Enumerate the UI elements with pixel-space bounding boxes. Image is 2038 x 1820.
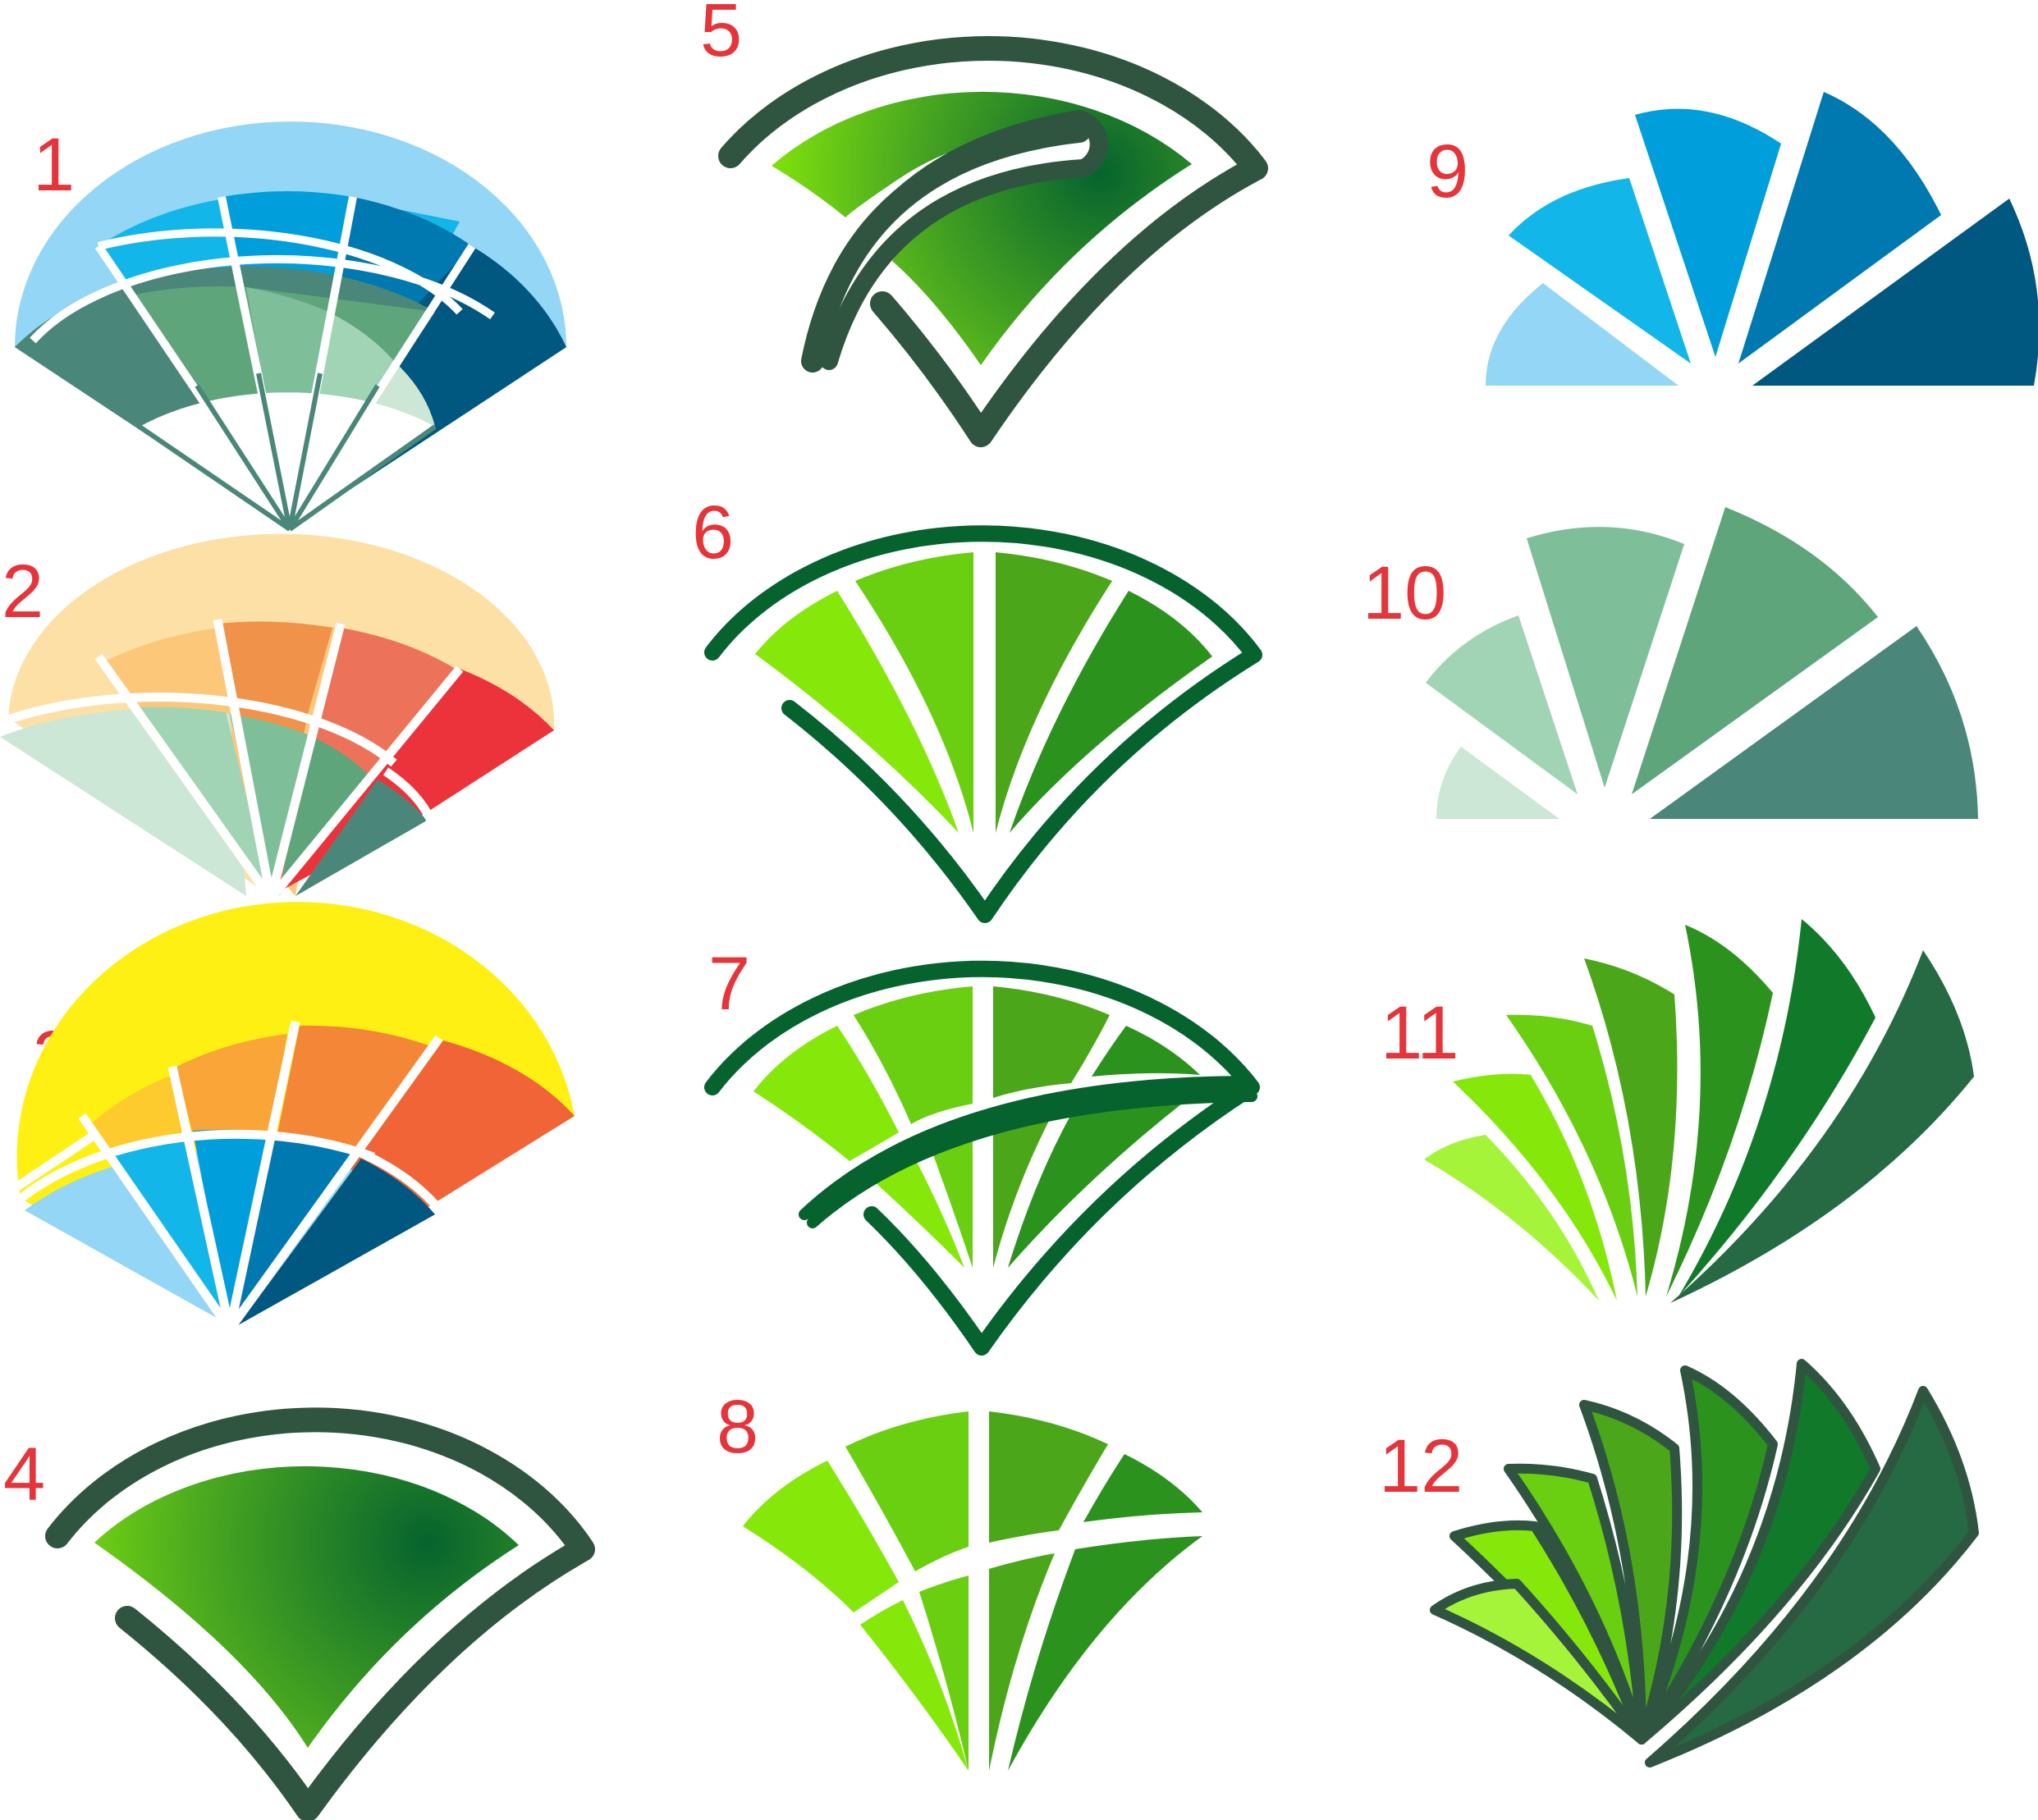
label-1: 1 xyxy=(33,123,75,207)
label-7: 7 xyxy=(708,942,750,1026)
fan-icon-12 xyxy=(1430,1359,1979,1767)
fan-icon-4 xyxy=(45,1407,595,1820)
fan-icon-9 xyxy=(1486,92,2038,386)
fan-icon-11 xyxy=(1424,919,1974,1303)
label-11: 11 xyxy=(1381,991,1459,1075)
fan-icon-6 xyxy=(704,525,1262,923)
label-10: 10 xyxy=(1362,551,1446,635)
label-5: 5 xyxy=(700,0,742,72)
fan-icon-1 xyxy=(15,121,566,532)
fan-icon-5 xyxy=(718,36,1268,447)
label-6: 6 xyxy=(692,491,734,574)
fan-icon-2 xyxy=(0,533,555,902)
label-9: 9 xyxy=(1427,130,1468,213)
fan-icon-7 xyxy=(704,960,1260,1356)
label-4: 4 xyxy=(3,1433,45,1516)
fan-icon-8 xyxy=(743,1411,1202,1771)
fan-icon-10 xyxy=(1426,507,1978,819)
fan-icon-3 xyxy=(0,902,575,1333)
label-2: 2 xyxy=(2,550,44,633)
label-8: 8 xyxy=(717,1385,758,1469)
label-12: 12 xyxy=(1379,1424,1463,1508)
